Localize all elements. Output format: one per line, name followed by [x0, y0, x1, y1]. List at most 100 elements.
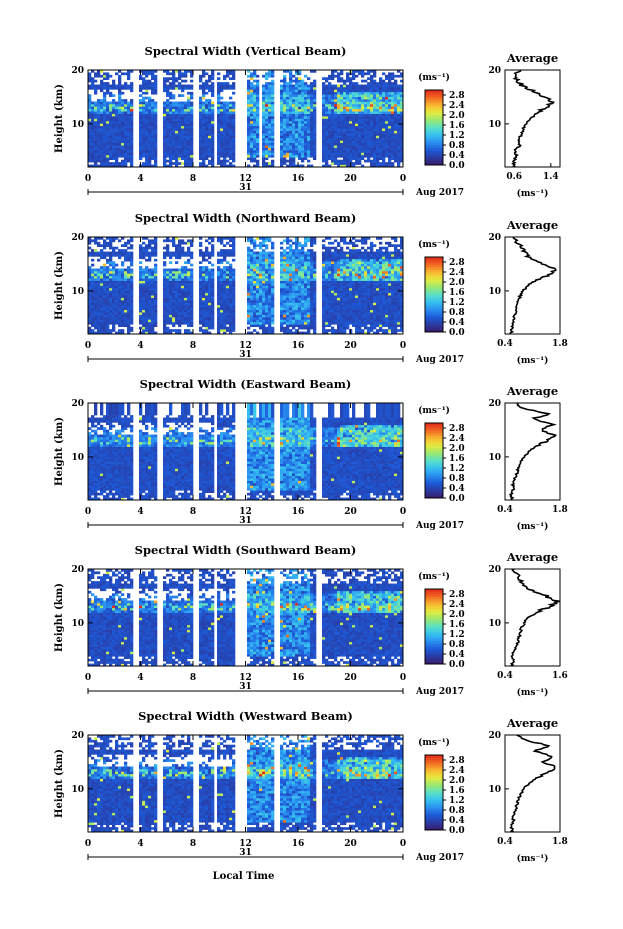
heatmap [88, 237, 404, 335]
heatmap-cell [190, 290, 194, 294]
heatmap-cell [367, 159, 371, 163]
heatmap-cell [346, 113, 350, 117]
heatmap-cell [367, 70, 371, 73]
heatmap-cell [313, 283, 317, 286]
heatmap-cell [337, 147, 341, 151]
heatmap-cell [295, 297, 299, 301]
heatmap-cell [100, 89, 104, 93]
heatmap-cell [163, 79, 167, 83]
heatmap-cell [118, 135, 122, 139]
heatmap-cell [199, 314, 203, 318]
heatmap-cell [397, 101, 401, 105]
heatmap-cell [328, 86, 332, 90]
heatmap-cell [163, 309, 167, 313]
heatmap-cell [256, 111, 260, 114]
heatmap-cell [307, 103, 311, 107]
heatmap-cell [217, 331, 221, 335]
heatmap-cell [361, 283, 365, 286]
heatmap-cell [262, 152, 266, 156]
heatmap-cell [358, 106, 362, 110]
heatmap-cell [232, 164, 236, 168]
heatmap-cell [262, 99, 266, 102]
heatmap-cell [97, 108, 101, 112]
heatmap-cell [271, 86, 275, 90]
heatmap-cell [382, 103, 386, 107]
heatmap-cell [283, 157, 287, 161]
heatmap-cell [289, 150, 293, 153]
heatmap-cell [310, 89, 314, 93]
heatmap-cell [205, 283, 209, 286]
heatmap-cell [91, 152, 95, 156]
heatmap-cell [100, 123, 104, 127]
heatmap-cell [151, 307, 155, 311]
heatmap-cell [205, 99, 209, 102]
heatmap-cell [343, 89, 347, 93]
heatmap-cell [91, 319, 95, 323]
heatmap-cell [229, 96, 233, 100]
heatmap-cell [139, 312, 143, 315]
heatmap-cell [166, 321, 170, 325]
heatmap-cell [268, 123, 272, 127]
heatmap-cell [262, 91, 266, 95]
heatmap-cell [310, 99, 314, 102]
heatmap-cell [337, 135, 341, 139]
heatmap-cell [382, 154, 386, 158]
heatmap-cell [220, 82, 224, 85]
heatmap-cell [376, 150, 380, 153]
heatmap-cell [262, 101, 266, 105]
heatmap-cell [145, 159, 149, 163]
heatmap-cell [247, 314, 251, 318]
heatmap-cell [376, 111, 380, 114]
heatmap-cell [106, 297, 110, 301]
heatmap-cell [313, 329, 317, 332]
heatmap-cell [121, 317, 125, 320]
heatmap-cell [391, 329, 395, 332]
heatmap-cell [202, 84, 206, 88]
heatmap-cell [247, 116, 251, 119]
heatmap-cell [100, 74, 104, 78]
heatmap-cell [256, 74, 260, 78]
heatmap-cell [94, 89, 98, 93]
heatmap-cell [376, 140, 380, 144]
heatmap-cell [358, 331, 362, 335]
heatmap-cell [187, 283, 191, 286]
heatmap-cell [223, 130, 227, 134]
heatmap-cell [376, 331, 380, 335]
heatmap-cell [139, 292, 143, 296]
heatmap-cell [94, 86, 98, 90]
heatmap-cell [112, 113, 116, 117]
heatmap-cell [211, 150, 215, 153]
heatmap-cell [394, 125, 398, 129]
heatmap-cell [280, 287, 284, 291]
heatmap-cell [301, 300, 305, 303]
heatmap-cell [397, 302, 401, 306]
heatmap-cell [313, 145, 317, 148]
heatmap-cell [127, 120, 131, 124]
heatmap-cell [334, 91, 338, 95]
heatmap-cell [358, 99, 362, 102]
heatmap-cell [262, 304, 266, 308]
heatmap-cell [148, 113, 152, 117]
heatmap-cell [394, 130, 398, 134]
heatmap-cell [265, 77, 269, 80]
heatmap-cell [178, 120, 182, 124]
heatmap-cell [358, 101, 362, 105]
heatmap-cell [202, 319, 206, 323]
heatmap-cell [265, 145, 269, 148]
heatmap-cell [355, 154, 359, 158]
heatmap-cell [283, 118, 287, 122]
heatmap-cell [145, 285, 149, 289]
heatmap-cell [298, 297, 302, 301]
heatmap-cell [178, 147, 182, 151]
heatmap-cell [115, 116, 119, 119]
heatmap-cell [148, 152, 152, 156]
heatmap-cell [199, 111, 203, 114]
heatmap-cell [178, 314, 182, 318]
heatmap-cell [202, 101, 206, 105]
heatmap-cell [127, 150, 131, 153]
heatmap-cell [205, 123, 209, 127]
heatmap-cell [172, 329, 176, 332]
heatmap-cell [169, 297, 173, 301]
heatmap-cell [304, 152, 308, 156]
heatmap-cell [349, 307, 353, 311]
